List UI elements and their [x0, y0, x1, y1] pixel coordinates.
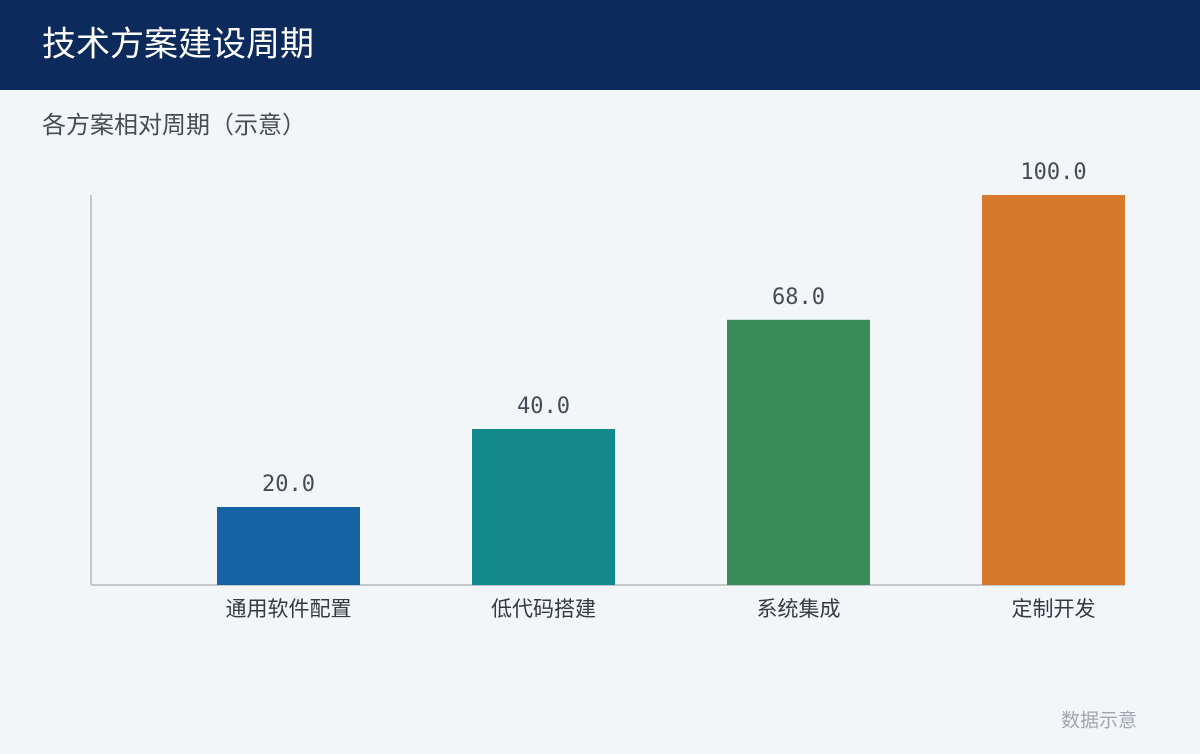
chart-title: 技术方案建设周期	[42, 25, 314, 65]
x-tick-label: 定制开发	[1012, 597, 1096, 621]
value-label: 68.0	[772, 285, 825, 310]
footnote: 数据示意	[1061, 710, 1137, 732]
bar	[727, 319, 870, 585]
x-tick-label: 低代码搭建	[491, 597, 596, 621]
value-label: 40.0	[517, 394, 570, 419]
bar	[982, 195, 1125, 585]
bar	[217, 507, 360, 585]
value-label: 100.0	[1020, 160, 1086, 185]
x-tick-label: 通用软件配置	[226, 597, 352, 621]
header-bar	[0, 0, 1200, 90]
chart-subtitle: 各方案相对周期（示意）	[42, 111, 306, 139]
x-tick-label: 系统集成	[757, 597, 841, 621]
value-label: 20.0	[262, 472, 315, 497]
bar	[472, 429, 615, 585]
